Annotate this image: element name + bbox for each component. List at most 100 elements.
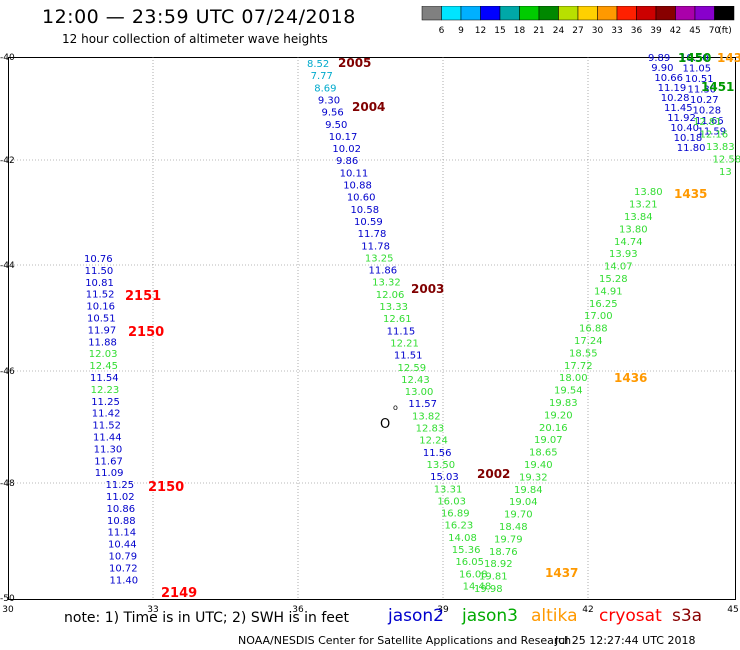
wave-height-label: 9.56 [321, 108, 343, 119]
wave-height-label: 11.30 [94, 444, 123, 455]
wave-height-label: 14.91 [594, 286, 623, 297]
wave-height-label: 11.57 [408, 399, 437, 410]
wave-height-label: 18.00 [559, 373, 588, 384]
wave-height-label: 11.54 [90, 373, 119, 384]
wave-height-label: 11.51 [394, 351, 423, 362]
wave-height-label: 11.15 [387, 326, 416, 337]
wave-height-label: 11.59 [698, 127, 727, 138]
satellite-legend-s3a: s3a [672, 606, 703, 626]
wave-height-label: 10.16 [86, 302, 115, 313]
wave-height-label: 8.69 [314, 83, 336, 94]
wave-height-label: 11.25 [91, 397, 120, 408]
colorbar-tick-label: 39 [650, 26, 662, 36]
latitude-tick-label: -46 [0, 367, 15, 377]
island-outline: O [380, 417, 390, 432]
wave-height-label: 17.24 [574, 336, 603, 347]
wave-height-label: 11.40 [110, 575, 139, 586]
wave-height-label: 11.66 [695, 116, 724, 127]
wave-height-label: 12.83 [416, 424, 445, 435]
wave-height-label: 19.84 [514, 485, 543, 496]
wave-height-label: 14.48 [463, 581, 492, 592]
wave-height-label: 10.59 [354, 217, 383, 228]
wave-height-label: 11.30 [688, 85, 717, 96]
colorbar-tick-label: 42 [670, 26, 681, 36]
wave-height-label: 12.59 [398, 363, 427, 374]
wave-height-label: 10.88 [343, 181, 372, 192]
colorbar-tick-label: 45 [689, 26, 700, 36]
wave-height-label: 12.43 [401, 375, 430, 386]
wave-height-label: 14.74 [614, 237, 643, 248]
satellite-legend-cryosat: cryosat [599, 606, 662, 626]
colorbar-tick-label: 33 [611, 26, 622, 36]
wave-height-label: 12.21 [390, 338, 419, 349]
wave-height-label: 10.28 [693, 106, 722, 117]
wave-height-label: 10.58 [350, 205, 379, 216]
colorbar-tick-label: 24 [553, 26, 565, 36]
track-jason2-west: 10.7611.5010.8111.5210.1610.5111.9711.88… [84, 254, 138, 586]
wave-height-label: 11.97 [88, 325, 117, 336]
longitude-tick-label: 36 [292, 605, 304, 615]
wave-height-label: 11.50 [85, 266, 114, 277]
wave-height-label: 11.25 [106, 480, 135, 491]
colorbar-tick-label: 70 [709, 26, 721, 36]
colorbar-tick-label: 12 [475, 26, 486, 36]
pass-number-label: 2151 [125, 289, 161, 304]
wave-height-label: 10.28 [661, 93, 690, 104]
wave-height-label: 11.56 [423, 448, 452, 459]
wave-height-label: 13.80 [634, 187, 663, 198]
wave-height-label: 8.52 [307, 59, 329, 70]
wave-height-label: 13.31 [434, 484, 463, 495]
wave-height-label: 13.50 [426, 460, 455, 471]
wave-height-label: 13.82 [412, 411, 441, 422]
pass-number-label: 1450 [678, 51, 711, 65]
island-outline: o [393, 403, 398, 412]
wave-height-label: 18.92 [484, 559, 513, 570]
wave-height-label: 13 [719, 167, 732, 178]
wave-height-label: 9.89 [648, 53, 670, 64]
wave-height-label: 11.86 [369, 266, 398, 277]
wave-height-label: 11.44 [93, 433, 122, 444]
wave-height-label: 10.51 [87, 314, 116, 325]
wave-height-label: 10.44 [108, 540, 137, 551]
wave-height-label: 12.23 [91, 385, 120, 396]
wave-height-label: 16.08 [459, 569, 488, 580]
longitude-tick-label: 33 [147, 605, 158, 615]
map-frame [8, 57, 736, 600]
colorbar-swatch [714, 6, 735, 21]
colorbar-tick-label: 6 [439, 26, 445, 36]
wave-height-label: 12.81 [693, 117, 722, 128]
wave-height-label: 10.79 [109, 552, 138, 563]
wave-height-label: 10.81 [85, 278, 114, 289]
wave-height-label: 19.54 [554, 386, 583, 397]
wave-height-label: 10.60 [347, 193, 376, 204]
wave-height-label: 11.78 [361, 241, 390, 252]
wave-height-label: 15.03 [430, 472, 459, 483]
wave-height-label: 9.50 [325, 120, 347, 131]
wave-height-label: 16.25 [589, 299, 618, 310]
wave-height-label: 19.83 [549, 398, 578, 409]
pass-number-label: 1435 [674, 187, 707, 201]
wave-height-label: 11.80 [677, 143, 706, 154]
wave-height-label: 9.90 [651, 63, 673, 74]
wave-height-label: 17.00 [584, 311, 613, 322]
wave-height-label: 13.25 [365, 253, 394, 264]
pass-number-label: 2005 [338, 56, 371, 70]
satellite-legend-jason2: jason2 [388, 606, 444, 626]
satellite-legend-altika: altika [531, 606, 578, 626]
track-jason2-northeast: 9.899.9010.6611.1910.2811.4511.9210.4010… [648, 53, 705, 154]
colorbar-unit-label: (ft) [718, 26, 732, 36]
pass-number-label: 2150 [128, 325, 164, 340]
wave-height-label: 12.24 [419, 436, 448, 447]
wave-height-label: 11.88 [88, 337, 117, 348]
wave-height-label: 18.65 [529, 448, 558, 459]
pass-number-label: 2150 [148, 480, 184, 495]
colorbar-tick-label: 30 [592, 26, 604, 36]
wave-height-label: 9.86 [336, 156, 358, 167]
latitude-tick-label: -48 [0, 479, 15, 489]
wave-height-label: 12.16 [700, 130, 729, 141]
footnote: note: 1) Time is in UTC; 2) SWH is in fe… [64, 610, 350, 626]
